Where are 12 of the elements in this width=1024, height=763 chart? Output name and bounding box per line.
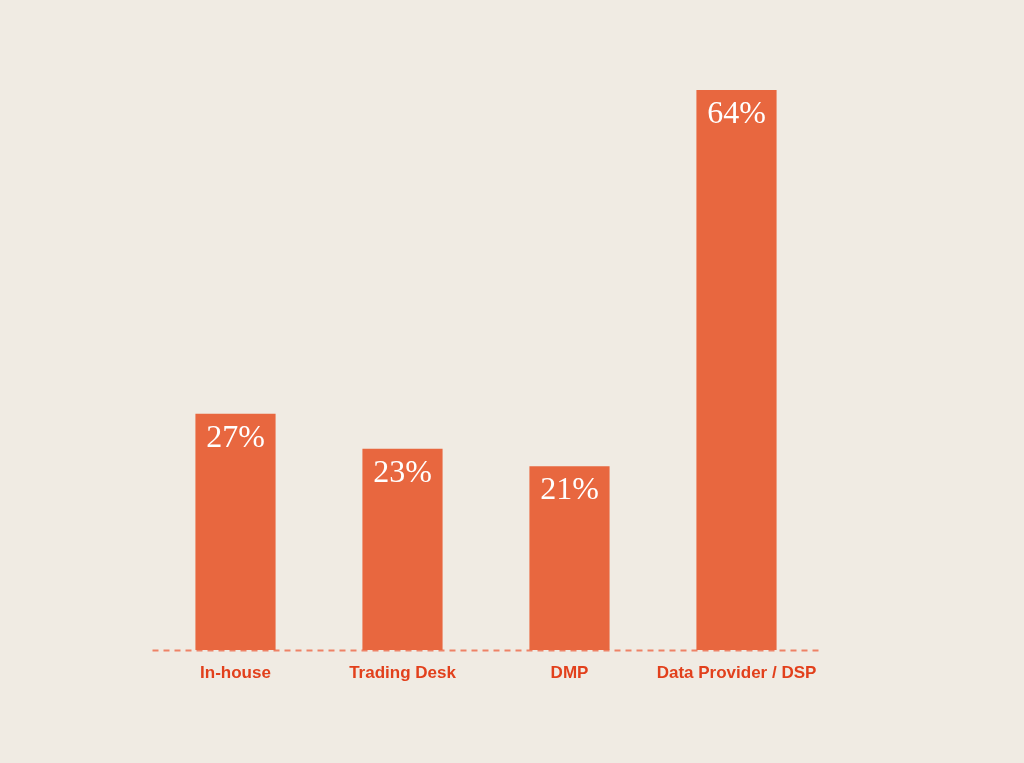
data-label: 21% bbox=[540, 470, 599, 507]
bar bbox=[195, 413, 276, 650]
x-tick-label: DMP bbox=[550, 662, 589, 682]
x-tick-label: In-house bbox=[200, 662, 271, 682]
data-label: 23% bbox=[373, 452, 432, 489]
bar bbox=[696, 90, 777, 650]
x-tick-label: Trading Desk bbox=[349, 662, 457, 682]
data-label: 27% bbox=[206, 417, 265, 454]
bar bbox=[362, 448, 443, 650]
data-label: 64% bbox=[707, 94, 766, 130]
x-tick-label: Data Provider / DSP bbox=[656, 662, 817, 682]
bar bbox=[529, 466, 610, 650]
